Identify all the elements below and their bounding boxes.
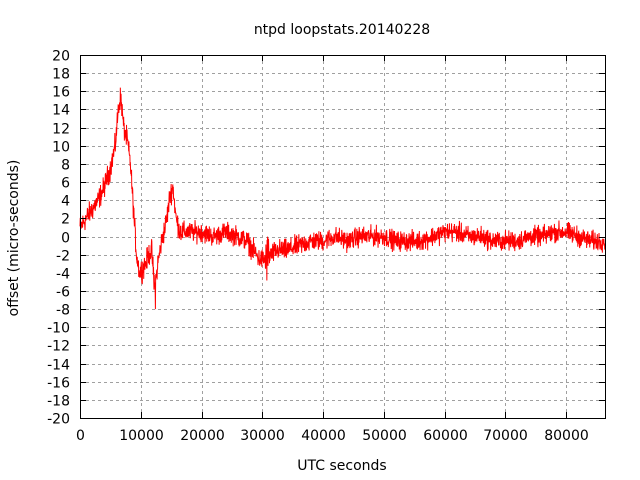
y-tick-label: -8 — [56, 303, 70, 319]
x-tick-label: 80000 — [544, 428, 589, 444]
y-tick-label: 14 — [52, 103, 70, 119]
x-tick-label: 70000 — [483, 428, 528, 444]
x-tick-label: 40000 — [301, 428, 346, 444]
y-tick-label: -2 — [56, 249, 70, 265]
y-tick-label: -6 — [56, 285, 70, 301]
y-tick-label: 16 — [52, 85, 70, 101]
data-layer — [79, 87, 606, 310]
y-tick-label: 0 — [61, 231, 70, 247]
y-axis-title: offset (micro-seconds) — [6, 160, 22, 317]
y-tick-label: 20 — [52, 49, 70, 65]
axis-ticks — [80, 55, 605, 419]
y-tick-label: -18 — [47, 394, 70, 410]
y-tick-label: 8 — [61, 158, 70, 174]
y-tick-label: -12 — [47, 339, 70, 355]
y-tick-label: -14 — [47, 358, 70, 374]
tick-labels: -20-18-16-14-12-10-8-6-4-202468101214161… — [47, 49, 589, 445]
y-tick-label: 18 — [52, 67, 70, 83]
y-tick-label: -16 — [47, 376, 70, 392]
y-tick-label: 10 — [52, 140, 70, 156]
offset-series-line — [79, 87, 606, 310]
x-tick-label: 60000 — [423, 428, 468, 444]
y-tick-label: 4 — [61, 194, 70, 210]
x-tick-label: 0 — [76, 428, 85, 444]
y-tick-label: -4 — [56, 267, 70, 283]
x-axis-title: UTC seconds — [297, 458, 386, 474]
x-tick-label: 10000 — [119, 428, 164, 444]
x-tick-label: 50000 — [362, 428, 407, 444]
x-tick-label: 30000 — [240, 428, 285, 444]
y-tick-label: -20 — [47, 412, 70, 428]
x-tick-label: 20000 — [180, 428, 225, 444]
y-tick-label: 6 — [61, 176, 70, 192]
y-tick-label: -10 — [47, 321, 70, 337]
y-tick-label: 12 — [52, 122, 70, 138]
y-tick-label: 2 — [61, 212, 70, 228]
chart-title: ntpd loopstats.20140228 — [254, 22, 430, 38]
